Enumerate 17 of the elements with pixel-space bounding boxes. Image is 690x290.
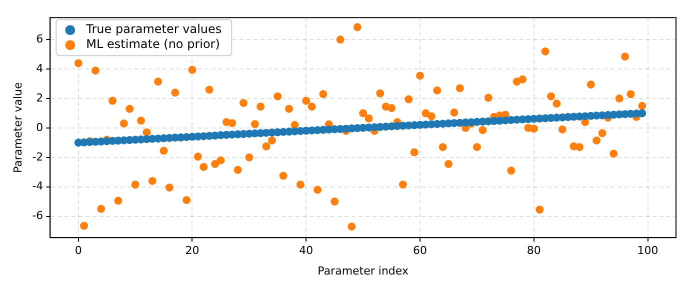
y-tick-label: 2: [36, 91, 44, 104]
x-tick-label: 100: [637, 244, 658, 258]
x-axis-title: Parameter index: [318, 264, 409, 278]
legend-label: True parameter values: [85, 22, 222, 36]
x-tick-label: 60: [413, 244, 428, 258]
y-tick-label: 4: [36, 62, 44, 75]
x-tick-label: 0: [74, 244, 82, 258]
y-tick-label: -2: [32, 150, 44, 164]
y-tick-label: 0: [36, 120, 44, 134]
y-tick-label: -4: [32, 180, 44, 193]
x-tick-label: 20: [185, 244, 200, 258]
legend-label: ML estimate (no prior): [86, 37, 220, 52]
y-axis-title: Parameter value: [11, 82, 24, 173]
y-tick-label: 6: [36, 32, 44, 46]
y-tick-label: -6: [32, 209, 44, 222]
x-tick-label: 80: [526, 244, 541, 258]
x-tick-label: 40: [299, 244, 314, 258]
